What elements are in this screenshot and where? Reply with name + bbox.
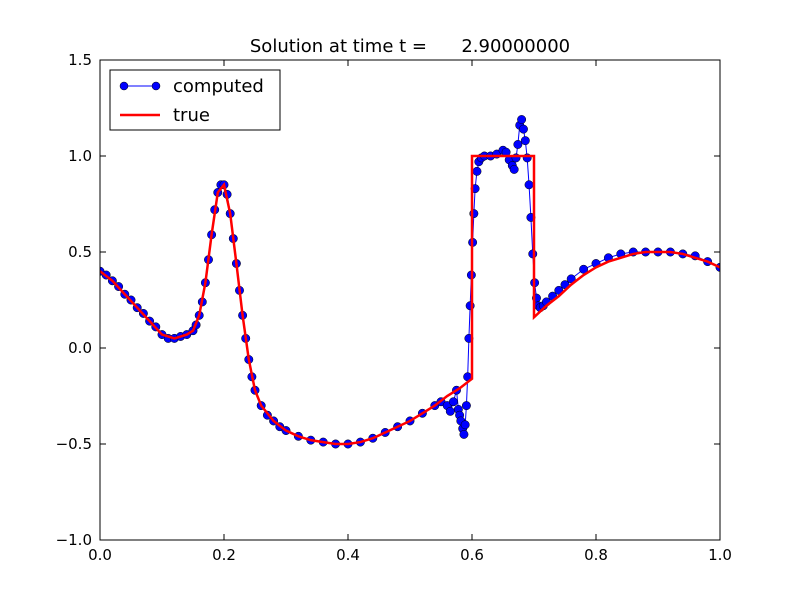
x-tick-label: 0.6 [460,546,484,564]
x-tick-label: 0.4 [336,546,360,564]
x-tick-label: 0.8 [584,546,608,564]
legend-box [109,69,281,131]
legend-computed-marker [151,81,161,91]
computed-point [509,164,519,174]
legend-computed-marker [119,81,129,91]
computed-point [448,397,458,407]
computed-point [460,420,470,430]
x-tick-label: 0.0 [88,546,112,564]
computed-point [513,140,523,149]
x-tick-label: 1.0 [708,546,732,564]
y-tick-label: 1.0 [68,147,92,165]
true-series-line [100,154,720,446]
computed-point [517,115,527,124]
computed-point [461,401,471,411]
chart-title: Solution at time t = 2.90000000 [250,36,570,57]
computed-point [520,136,530,146]
computed-point [524,180,534,190]
axis-ticks: 0.0 0.2 0.4 0.6 0.8 1.0 −1.0 −0.5 0.0 0.5 1.0 1.5 [56,51,732,564]
computed-point [519,124,528,134]
y-tick-label: 0.5 [68,243,92,261]
y-tick-label: −1.0 [56,531,92,549]
computed-point [472,166,482,176]
legend-true-label: true [173,105,210,126]
legend: computed true [109,69,281,131]
y-tick-label: 0.0 [68,339,92,357]
computed-point [459,429,469,439]
legend-computed-label: computed [173,76,264,97]
plot-area [100,115,720,449]
plot-frame [99,59,721,541]
x-tick-label: 0.2 [212,546,236,564]
series-layer [100,115,720,449]
computed-point [579,264,589,274]
computed-point [445,406,455,416]
y-tick-label: −0.5 [56,435,92,453]
y-tick-label: 1.5 [68,51,92,69]
